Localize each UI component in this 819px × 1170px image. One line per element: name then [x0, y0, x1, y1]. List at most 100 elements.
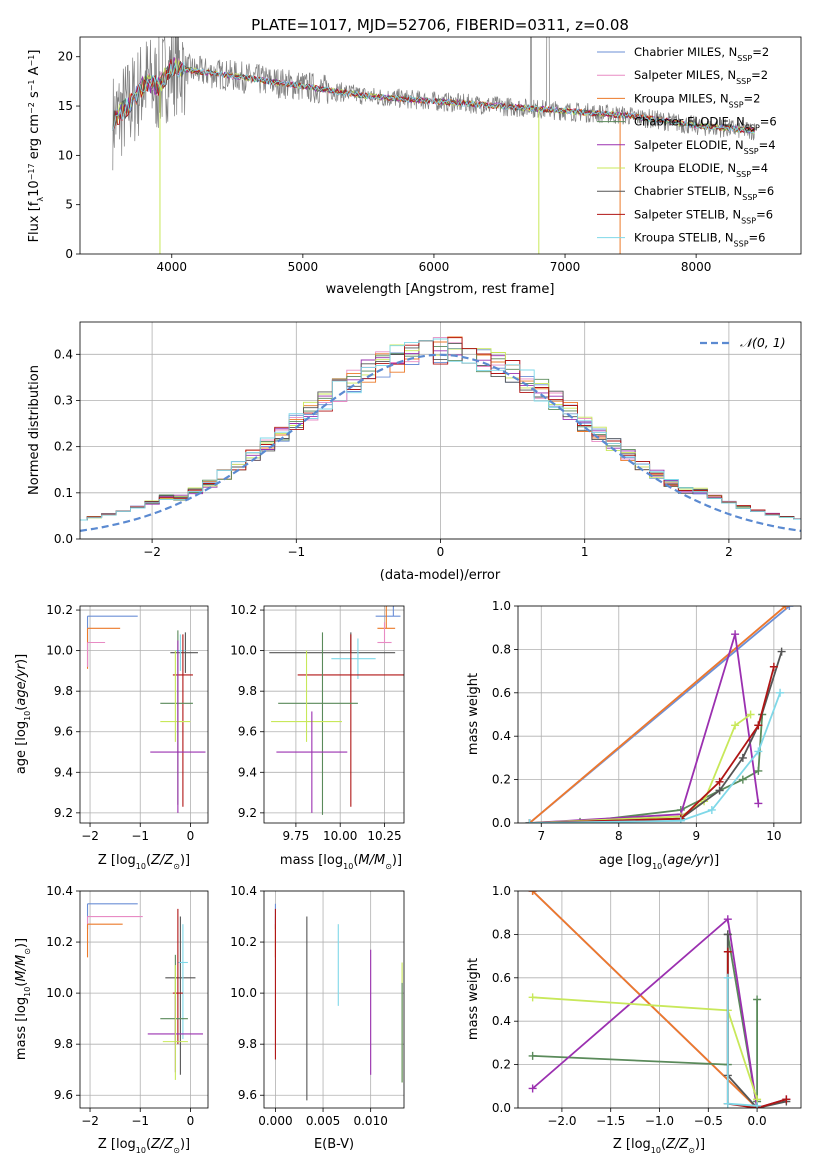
point-marker	[738, 753, 747, 762]
x-axis-label: Z [log10(Z/Z⊙)]	[98, 853, 190, 871]
series-line	[531, 891, 758, 1108]
legend-label: Kroupa ELODIE, NSSP=4	[634, 161, 768, 179]
point-marker	[785, 606, 794, 610]
tick-label-x: 8000	[681, 260, 712, 274]
tick-label-x: 1	[581, 545, 589, 559]
axes-residuals: −2 −1 0 1 2 0.0 0.1 0.2 0.3 0.4 𝒩(0, 1) (data-model…	[27, 321, 802, 583]
point-marker	[525, 819, 534, 823]
tick-label-y: 0.3	[54, 393, 73, 407]
tick-label-y: 9.4	[54, 765, 73, 779]
plot-area	[274, 903, 403, 1101]
tick-label-y: 9.6	[54, 725, 73, 739]
tick-label-y: 10.2	[230, 603, 257, 617]
tick-label-x: −1	[287, 545, 305, 559]
point-marker	[731, 721, 740, 730]
point-marker	[723, 930, 732, 939]
point-marker	[754, 766, 763, 775]
label-part: 10	[27, 180, 42, 197]
tick-label-y: 5	[65, 198, 73, 212]
tick-label-x: 10.25	[367, 829, 401, 843]
series-kroupa-stelib	[525, 688, 785, 823]
label-part: 10	[343, 862, 353, 871]
legend-label: Salpeter MILES, NSSP=2	[634, 68, 768, 86]
plot-area	[525, 606, 794, 823]
axes-frame	[79, 36, 802, 255]
label-part: 10	[136, 1146, 146, 1155]
label-part: SSP	[736, 77, 751, 86]
tick-label-y: 9.8	[54, 684, 73, 698]
label-part: (	[661, 1137, 666, 1152]
errorbar-kroupa-miles	[377, 606, 396, 629]
label-part: =4	[751, 161, 768, 175]
series-line	[529, 666, 775, 823]
tick-label-y: 0.4	[492, 729, 511, 743]
label-part: mass [log	[14, 997, 29, 1060]
label-part: )]	[709, 853, 719, 868]
tick-label-y: 9.6	[238, 1088, 257, 1102]
tick-label-y: 1.0	[492, 599, 511, 613]
point-marker	[776, 688, 785, 697]
point-marker	[777, 647, 786, 656]
tick-label-y: 9.8	[238, 684, 257, 698]
y-axis-label: mass weight	[466, 673, 481, 755]
tick-label-x: −1	[131, 1114, 149, 1128]
tick-label-x: 0.0	[748, 1114, 767, 1128]
label-part: −17	[27, 163, 36, 180]
y-axis-label: mass [log10(M/M⊙)]	[14, 938, 32, 1060]
point-marker	[676, 816, 685, 823]
tick-label-y: 0.6	[492, 686, 511, 700]
x-axis-label: (data-model)/error	[380, 568, 501, 583]
y-axis-label: Flux [fλ10−17 erg cm−2 s−1 A−1]	[27, 50, 45, 243]
y-axis-label: age [log10(age/yr)]	[14, 654, 32, 774]
label-part: SSP	[745, 123, 760, 132]
axes-frame	[79, 321, 802, 540]
label-part: SSP	[734, 239, 749, 248]
label-part: Chabrier MILES, N	[634, 45, 737, 59]
series-kroupa-stelib	[723, 973, 762, 1108]
normal-curve	[80, 353, 801, 532]
errorbar-chabrier-elodie	[160, 630, 193, 805]
point-marker	[769, 662, 778, 671]
tick-label-y: 0.0	[492, 816, 511, 830]
label-part: −1	[27, 55, 36, 67]
axes-massweight_vs_Z: −2.0 −1.5 −1.0 −0.5 0.0 0.0 0.2 0.4 0.6 0.8 1.0 Z […	[466, 884, 802, 1155]
point-marker	[753, 995, 762, 1004]
tick-label-y: 10.0	[46, 644, 73, 658]
label-part: age/yr	[14, 662, 29, 705]
label-part: ⊙	[385, 862, 392, 871]
label-part: −2	[27, 102, 36, 114]
tick-label-y: 10.4	[230, 884, 257, 898]
tick-label-y: 0.6	[492, 971, 511, 985]
label-part: =2	[752, 45, 769, 59]
errorbar-chabrier-elodie	[160, 954, 188, 1045]
tick-label-x: 0	[187, 1114, 195, 1128]
label-part: Kroupa STELIB, N	[634, 231, 734, 245]
label-part: =6	[756, 207, 773, 221]
label-part: Z [log	[98, 1137, 136, 1152]
point-marker	[528, 1084, 537, 1093]
label-part: SSP	[741, 216, 756, 225]
tick-label-y: 0.0	[492, 1101, 511, 1115]
errorbar-kroupa-miles	[86, 923, 123, 958]
tick-label-y: 0.8	[492, 642, 511, 656]
label-part: ]	[27, 50, 42, 55]
histogram-salpeter-stelib	[80, 337, 801, 521]
label-part: =4	[759, 138, 776, 152]
errorbar-chabrier-miles	[375, 606, 401, 617]
label-part: s	[27, 91, 42, 102]
errorbar-salpeter-miles	[86, 915, 143, 930]
label-part: −1	[27, 79, 36, 91]
tick-label-y: 9.6	[54, 1088, 73, 1102]
legend-label: 𝒩(0, 1)	[740, 335, 786, 350]
axes-frame	[263, 605, 405, 824]
label-part: (	[14, 706, 29, 711]
tick-label-y: 0.2	[492, 773, 511, 787]
tick-label-x: 10.00	[323, 829, 357, 843]
point-marker	[723, 1099, 732, 1108]
x-axis-label: Z [log10(Z/Z⊙)]	[98, 1137, 190, 1155]
point-marker	[731, 630, 740, 639]
series-chabrier-stelib	[525, 647, 786, 823]
label-part: (	[353, 853, 358, 868]
tick-label-x: 8	[615, 829, 623, 843]
point-marker	[528, 891, 537, 895]
